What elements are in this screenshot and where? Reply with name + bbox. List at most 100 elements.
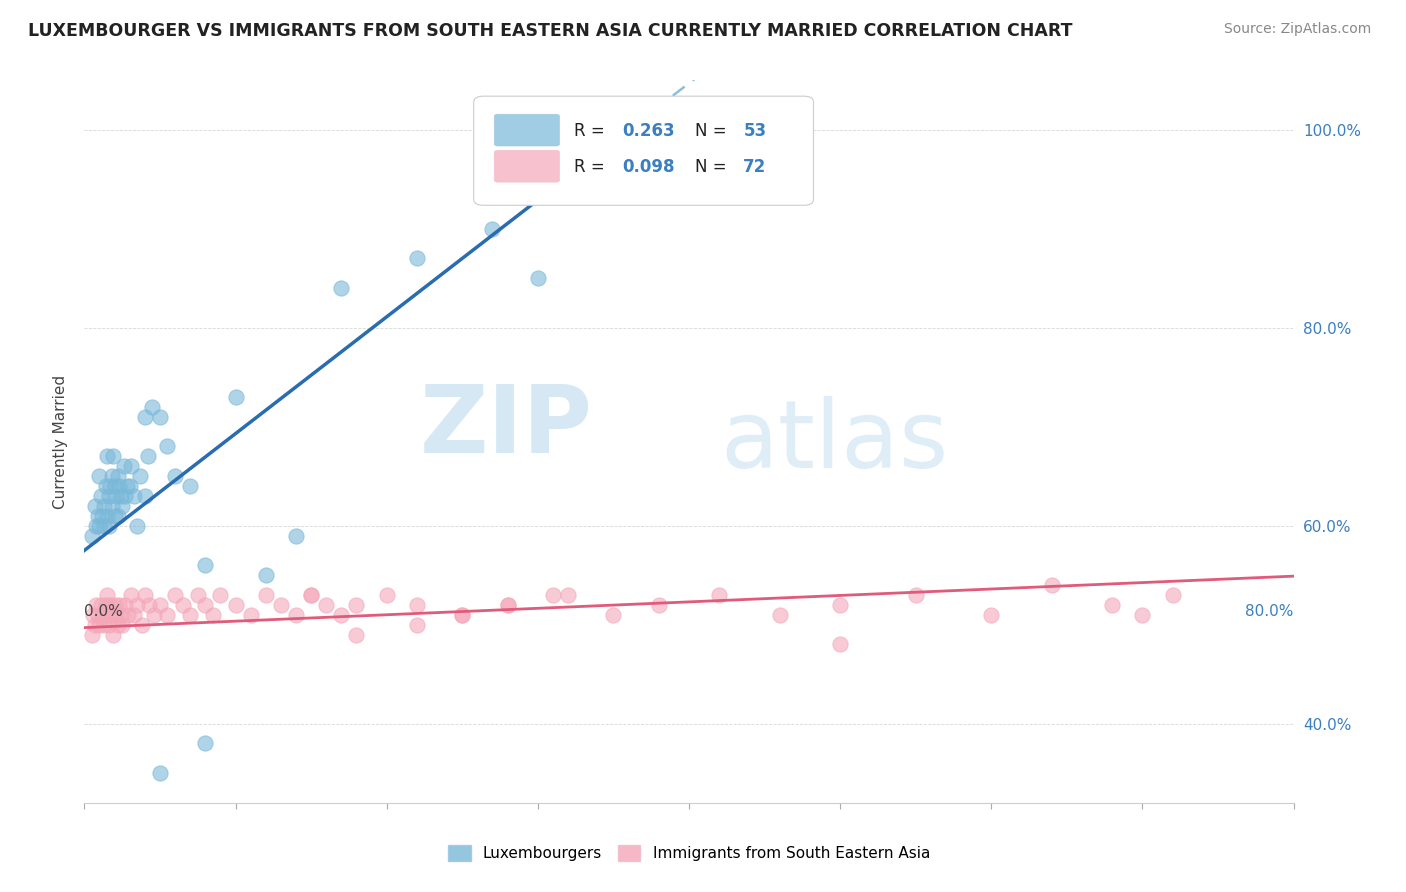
Text: R =: R = <box>574 122 610 140</box>
Point <box>285 607 308 622</box>
Point <box>94 598 117 612</box>
Point <box>122 607 145 622</box>
Point <box>165 469 187 483</box>
Point <box>90 598 112 612</box>
Point <box>330 607 353 622</box>
Point <box>114 598 136 612</box>
Point <box>299 588 322 602</box>
Point <box>96 588 118 602</box>
Point <box>97 489 120 503</box>
Point <box>110 489 132 503</box>
Point <box>1130 607 1153 622</box>
Point <box>254 568 277 582</box>
Point <box>96 508 118 523</box>
Point <box>122 489 145 503</box>
Point <box>94 479 117 493</box>
Point <box>97 518 120 533</box>
Point <box>98 479 121 493</box>
Point <box>82 607 104 622</box>
Point <box>96 607 118 622</box>
Text: N =: N = <box>695 122 733 140</box>
Point <box>179 479 201 493</box>
Point <box>225 598 247 612</box>
Point <box>93 617 115 632</box>
Text: 0.0%: 0.0% <box>84 604 124 619</box>
Point <box>89 518 111 533</box>
Point <box>209 588 232 602</box>
Point <box>115 479 138 493</box>
Point <box>80 528 103 542</box>
Point <box>541 588 564 602</box>
Point <box>89 469 111 483</box>
Point <box>97 617 120 632</box>
Point <box>299 588 322 602</box>
Point <box>1101 598 1123 612</box>
Point <box>156 440 179 454</box>
Point <box>315 598 337 612</box>
Point <box>86 518 108 533</box>
Point <box>105 489 128 503</box>
Point <box>107 469 129 483</box>
Point <box>149 598 172 612</box>
Text: LUXEMBOURGER VS IMMIGRANTS FROM SOUTH EASTERN ASIA CURRENTLY MARRIED CORRELATION: LUXEMBOURGER VS IMMIGRANTS FROM SOUTH EA… <box>28 22 1073 40</box>
Point <box>108 479 131 493</box>
Text: 80.0%: 80.0% <box>1246 604 1294 619</box>
Point <box>110 607 132 622</box>
Point <box>112 459 135 474</box>
Point <box>769 607 792 622</box>
Point <box>1161 588 1184 602</box>
Text: 0.263: 0.263 <box>623 122 675 140</box>
Point <box>117 607 139 622</box>
Point <box>980 607 1002 622</box>
Point <box>136 450 159 464</box>
Point <box>141 400 163 414</box>
Text: 53: 53 <box>744 122 766 140</box>
Point <box>104 508 127 523</box>
Point <box>93 518 115 533</box>
Point <box>134 409 156 424</box>
Point <box>1040 578 1063 592</box>
Point <box>91 508 114 523</box>
Point <box>149 766 172 780</box>
Point <box>602 607 624 622</box>
Point <box>172 598 194 612</box>
FancyBboxPatch shape <box>495 114 560 146</box>
Text: 72: 72 <box>744 158 766 176</box>
Point <box>90 489 112 503</box>
Point <box>201 607 224 622</box>
Point <box>89 617 111 632</box>
Point <box>406 617 429 632</box>
Point <box>100 499 122 513</box>
Point <box>101 627 124 641</box>
Legend: Luxembourgers, Immigrants from South Eastern Asia: Luxembourgers, Immigrants from South Eas… <box>441 839 936 867</box>
Point <box>104 479 127 493</box>
Point <box>142 607 165 622</box>
Point <box>481 221 503 235</box>
Y-axis label: Currently Married: Currently Married <box>53 375 69 508</box>
Point <box>648 598 671 612</box>
Point <box>406 598 429 612</box>
Text: N =: N = <box>695 158 733 176</box>
Point <box>527 271 550 285</box>
Point <box>100 469 122 483</box>
Point <box>98 598 121 612</box>
Point <box>254 588 277 602</box>
Point <box>451 607 474 622</box>
Point <box>179 607 201 622</box>
Point <box>96 450 118 464</box>
Point <box>496 598 519 612</box>
Point <box>165 588 187 602</box>
Point <box>104 598 127 612</box>
Point <box>346 627 368 641</box>
Point <box>131 617 153 632</box>
Point <box>330 281 353 295</box>
Point <box>134 489 156 503</box>
Point <box>86 598 108 612</box>
Point <box>285 528 308 542</box>
Point <box>87 508 110 523</box>
Point <box>100 607 122 622</box>
Point <box>904 588 927 602</box>
Point <box>451 607 474 622</box>
Point <box>120 588 142 602</box>
Point <box>93 499 115 513</box>
